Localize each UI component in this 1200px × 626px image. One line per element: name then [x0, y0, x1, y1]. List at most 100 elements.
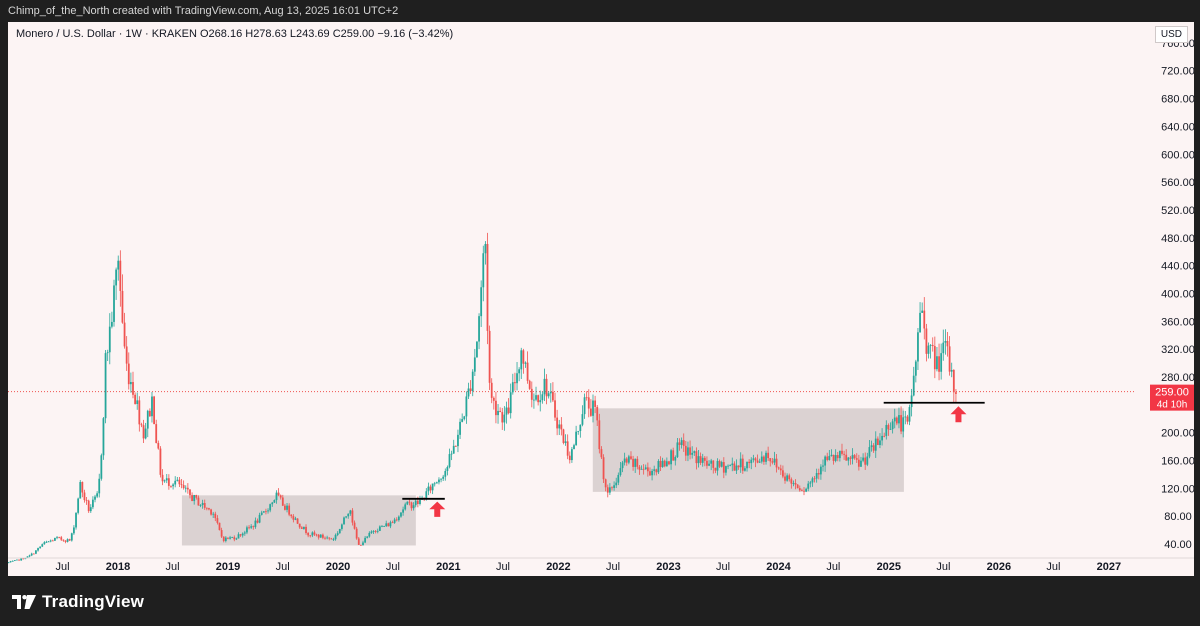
price-chart[interactable]: 40.0080.00120.00160.00200.00240.00280.00…	[8, 22, 1194, 576]
candle	[349, 509, 352, 516]
candle	[710, 458, 713, 471]
candle	[246, 525, 248, 535]
candle	[727, 464, 729, 470]
candle	[701, 453, 704, 467]
candle	[203, 499, 206, 510]
candle	[836, 451, 839, 462]
candle	[720, 460, 723, 468]
candle	[876, 436, 879, 446]
candle	[303, 526, 305, 530]
candle	[566, 434, 569, 460]
candle	[625, 457, 628, 466]
price-axis[interactable]: 40.0080.00120.00160.00200.00240.00280.00…	[1150, 38, 1194, 551]
candle	[227, 537, 229, 540]
candle	[435, 481, 438, 484]
candle	[638, 464, 641, 475]
candle	[703, 456, 706, 467]
candle	[927, 342, 930, 359]
candle	[452, 439, 455, 454]
candle	[180, 479, 183, 489]
candle	[575, 425, 578, 446]
candle	[613, 481, 615, 491]
candle	[58, 536, 61, 539]
candle	[592, 394, 594, 423]
candle	[102, 416, 105, 460]
candle	[47, 541, 50, 543]
candle	[950, 362, 953, 378]
candle	[895, 416, 898, 426]
candle	[484, 241, 487, 265]
candle	[509, 383, 512, 419]
candle	[864, 452, 867, 470]
candle	[298, 523, 301, 529]
candle	[132, 371, 134, 399]
candle	[366, 536, 369, 539]
candle	[824, 455, 827, 472]
candle	[66, 538, 69, 543]
candle	[193, 494, 196, 505]
candle	[659, 456, 662, 472]
candle	[68, 538, 71, 542]
candle	[383, 525, 385, 527]
candle	[921, 302, 924, 313]
candle	[172, 483, 174, 490]
chart-panel[interactable]: 40.0080.00120.00160.00200.00240.00280.00…	[8, 22, 1194, 576]
candle	[893, 408, 896, 429]
price-badge-value: 259.00	[1155, 387, 1189, 399]
candle	[623, 452, 626, 466]
candle	[387, 522, 390, 527]
candle	[497, 404, 499, 424]
candle	[925, 323, 928, 362]
candle	[370, 530, 373, 534]
up-arrow-icon	[950, 406, 967, 423]
candle	[942, 329, 945, 361]
candle	[492, 396, 495, 410]
candle	[343, 516, 345, 525]
candle	[604, 478, 607, 492]
candle	[79, 480, 82, 499]
candle	[735, 459, 738, 474]
candle	[495, 391, 497, 424]
candle	[929, 344, 932, 359]
candle	[914, 359, 917, 383]
candle	[96, 491, 99, 499]
tradingview-logo-icon	[12, 595, 36, 609]
candle	[81, 481, 84, 498]
candle	[16, 559, 18, 561]
currency-button[interactable]: USD	[1154, 26, 1188, 43]
candle	[507, 398, 510, 415]
candle	[520, 347, 523, 379]
candle	[157, 440, 160, 450]
candle	[136, 392, 139, 410]
candle	[205, 507, 208, 511]
candle	[767, 446, 770, 462]
candle	[841, 443, 843, 456]
candle	[752, 454, 755, 463]
candle	[330, 537, 333, 540]
time-axis[interactable]: Jul 2018 Jul 2019 Jul 2020 Jul 2021 Jul 2022 Jul 20…	[56, 561, 1122, 573]
candle	[505, 401, 508, 424]
candle	[125, 336, 128, 371]
price-badge	[1150, 384, 1194, 411]
candle	[54, 537, 56, 541]
candle	[815, 468, 818, 483]
candle	[459, 418, 461, 439]
candle	[37, 547, 39, 552]
candle	[798, 485, 801, 492]
candle	[530, 381, 533, 408]
candle	[651, 468, 653, 481]
candle	[319, 534, 322, 538]
candle	[77, 497, 80, 515]
candle	[870, 440, 873, 452]
price-badge-countdown: 4d 10h	[1157, 400, 1188, 411]
candle	[461, 413, 464, 423]
candle	[85, 496, 88, 505]
candle	[35, 549, 37, 555]
candle	[552, 382, 554, 403]
x-tick-label: Jul	[1046, 561, 1060, 573]
x-tick-label: 2025	[877, 561, 901, 573]
candle	[885, 420, 888, 440]
candle	[936, 346, 938, 372]
candle	[98, 473, 101, 498]
tradingview-logo[interactable]: TradingView	[12, 592, 144, 612]
